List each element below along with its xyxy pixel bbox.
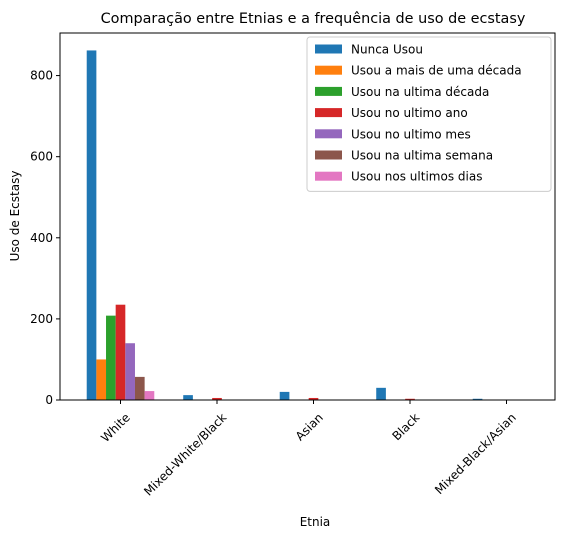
y-axis-label: Uso de Ecstasy bbox=[8, 171, 22, 262]
bar-nunca-usou-mixed-white-black bbox=[183, 395, 193, 400]
legend-label: Usou nos ultimos dias bbox=[351, 170, 482, 184]
legend-swatch bbox=[315, 172, 342, 181]
legend-swatch bbox=[315, 45, 342, 54]
legend-swatch bbox=[315, 108, 342, 117]
legend-label: Usou no ultimo mes bbox=[351, 127, 471, 141]
bar-usou-no-ultimo-mes-white bbox=[125, 343, 135, 400]
bar-usou-na-ultima-d-cada-white bbox=[106, 316, 116, 400]
legend-swatch bbox=[315, 129, 342, 138]
legend: Nunca Usou Usou a mais de uma década Usou … bbox=[307, 37, 551, 191]
legend-label: Usou no ultimo ano bbox=[351, 106, 468, 120]
y-tick-label: 600 bbox=[30, 150, 53, 164]
bar-usou-nos-ultimos-dias-white bbox=[145, 391, 155, 400]
y-axis: 0 200 400 600 800 bbox=[30, 69, 60, 407]
legend-swatch bbox=[315, 151, 342, 160]
y-tick-label: 200 bbox=[30, 312, 53, 326]
y-tick-label: 800 bbox=[30, 69, 53, 83]
y-tick-label: 0 bbox=[45, 393, 53, 407]
bar-usou-no-ultimo-ano-white bbox=[116, 305, 126, 400]
x-tick-label: White bbox=[98, 410, 133, 445]
x-axis-label: Etnia bbox=[300, 515, 331, 529]
legend-label: Nunca Usou bbox=[351, 43, 423, 57]
chart-title: Comparação entre Etnias e a frequência d… bbox=[101, 11, 526, 27]
legend-label: Usou na ultima década bbox=[351, 85, 489, 99]
legend-swatch bbox=[315, 66, 342, 75]
bar-usou-na-ultima-semana-white bbox=[135, 377, 145, 400]
bar-nunca-usou-asian bbox=[280, 392, 290, 400]
legend-label: Usou a mais de uma década bbox=[351, 64, 522, 78]
legend-label: Usou na ultima semana bbox=[351, 149, 493, 163]
x-tick-label: Black bbox=[389, 410, 422, 443]
y-tick-label: 400 bbox=[30, 231, 53, 245]
bar-nunca-usou-black bbox=[376, 388, 386, 400]
x-axis: White Mixed-White/Black Asian Black Mixed-Bl… bbox=[98, 400, 519, 499]
bar-usou-a-mais-de-uma-d-cada-white bbox=[96, 359, 106, 400]
x-tick-label: Asian bbox=[293, 410, 326, 443]
bar-nunca-usou-white bbox=[87, 50, 97, 400]
legend-swatch bbox=[315, 87, 342, 96]
x-tick-label: Mixed-Black/Asian bbox=[432, 410, 519, 497]
x-tick-label: Mixed-White/Black bbox=[141, 410, 229, 498]
